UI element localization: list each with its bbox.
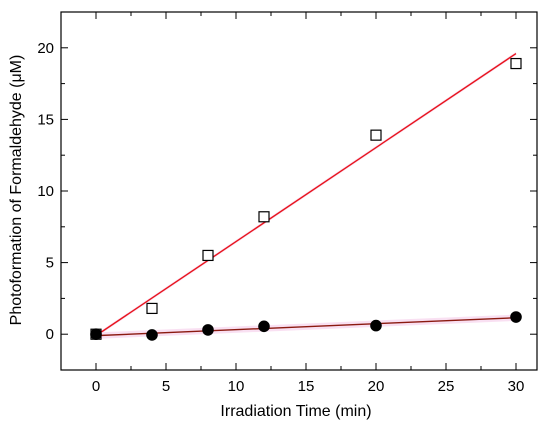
x-tick-label: 5 (162, 378, 170, 395)
data-point-circle (146, 329, 158, 341)
data-point-circle (510, 311, 522, 323)
x-tick-label: 30 (508, 378, 525, 395)
x-axis-label: Irradiation Time (min) (220, 403, 371, 420)
y-tick-label: 5 (46, 255, 54, 272)
data-point-square (370, 129, 382, 141)
data-point-circle (90, 328, 102, 341)
x-tick-label: 20 (368, 378, 385, 395)
y-tick-label: 20 (37, 40, 54, 57)
x-tick-label: 15 (298, 378, 315, 395)
data-point-square (146, 302, 158, 315)
data-point-square (258, 211, 270, 223)
x-tick-label: 10 (228, 378, 245, 395)
plot-frame (60, 11, 538, 371)
x-tick-label: 0 (92, 378, 100, 395)
data-point-circle (258, 320, 270, 333)
y-tick-label: 0 (46, 326, 54, 343)
data-point-square (510, 57, 522, 70)
data-point-circle (202, 324, 214, 336)
fit-line (95, 52, 517, 337)
data-point-circle (370, 319, 382, 332)
y-tick-label: 15 (37, 111, 54, 128)
data-point-square (202, 249, 214, 262)
fit-line (95, 317, 517, 337)
y-tick-label: 10 (37, 183, 54, 200)
x-tick-label: 25 (438, 378, 455, 395)
y-axis-label: Photoformation of Formaldehyde (μM) (8, 55, 25, 326)
